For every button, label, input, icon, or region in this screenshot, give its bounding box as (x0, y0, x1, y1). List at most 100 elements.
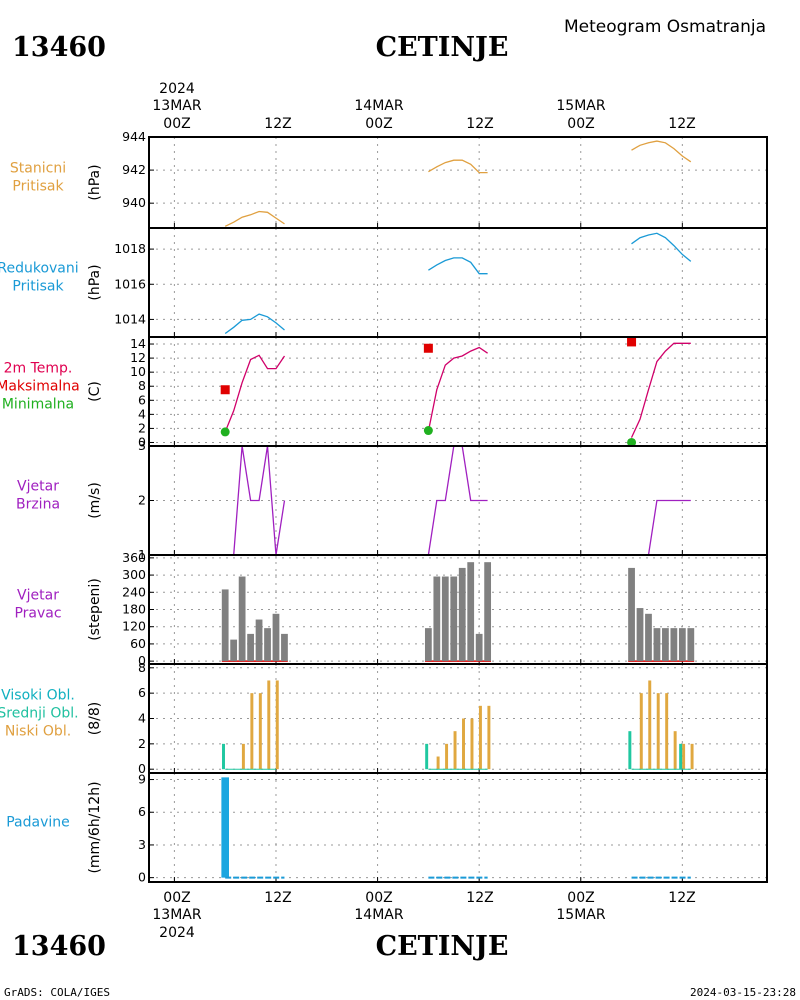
year-bottom: 2024 (159, 925, 195, 941)
y-tick-label: 8 (138, 660, 146, 675)
day-label-bottom-1: 14MAR (354, 907, 403, 923)
station-id-bottom: 13460 (12, 931, 106, 962)
bar (275, 680, 279, 770)
bar (639, 693, 643, 770)
panel-precipitation: 0 3 6 9 (mm/6h/12h) Padavine (6, 772, 768, 885)
series-line (428, 257, 488, 275)
y-tick-label: 120 (122, 619, 146, 634)
y-tick-label: 300 (122, 567, 146, 582)
y-tick-label: 10 (130, 364, 146, 379)
hour-label-bottom-0: 00Z (163, 890, 190, 906)
bar (424, 628, 432, 662)
bar (453, 731, 457, 770)
min-temp-marker (627, 437, 637, 447)
bar (450, 576, 458, 662)
bar (636, 608, 644, 662)
y-tick-label: 0 (138, 434, 146, 449)
bar (682, 743, 686, 770)
panel-label: Pritisak (12, 279, 64, 295)
y-tick-label: 4 (138, 711, 146, 726)
panel-label: Niski Obl. (5, 724, 71, 740)
bar (221, 777, 230, 878)
day-label-top-0: 13MAR (152, 98, 201, 114)
panel-label: Brzina (16, 497, 60, 513)
bar (467, 562, 475, 662)
unit-label: (hPa) (87, 264, 103, 300)
series-line (427, 346, 488, 432)
footer-source: GrADS: COLA/IGES (4, 986, 110, 999)
bar (478, 705, 482, 770)
day-label-top-2: 15MAR (556, 98, 605, 114)
y-tick-label: 6 (138, 804, 146, 819)
bar (241, 743, 245, 770)
y-tick-label: 9 (138, 772, 146, 787)
y-tick-label: 3 (138, 438, 146, 453)
bar (679, 743, 683, 770)
day-label-bottom-2: 15MAR (556, 907, 605, 923)
unit-label: (hPa) (87, 164, 103, 200)
y-tick-label: 1018 (114, 241, 146, 256)
y-tick-label: 942 (122, 162, 146, 177)
y-tick-label: 6 (138, 392, 146, 407)
series-line (225, 445, 286, 556)
hour-label-bottom-3: 12Z (466, 890, 493, 906)
bar (665, 693, 669, 770)
bar (230, 639, 238, 662)
panel-frame (148, 336, 768, 447)
bar (222, 743, 225, 770)
hour-label-bottom-2: 00Z (365, 890, 392, 906)
y-tick-label: 944 (122, 129, 146, 144)
bar (628, 567, 635, 662)
panel-wind_speed: 1 2 3 (m/s) Vjetar Brzina (16, 438, 768, 562)
y-tick-label: 0 (138, 761, 146, 776)
bar (656, 693, 660, 770)
series-line (631, 140, 692, 163)
bar (281, 633, 288, 662)
station-id-top: 13460 (12, 32, 106, 63)
panel-label: Pravac (14, 606, 61, 622)
unit-label: (stepeni) (87, 578, 103, 641)
station-name-top: CETINJE (376, 32, 509, 63)
day-label-bottom-0: 13MAR (152, 907, 201, 923)
bar (436, 756, 440, 770)
bar (238, 576, 246, 662)
y-tick-label: 1014 (114, 311, 146, 326)
panel-label: 2m Temp. (4, 361, 73, 377)
bar (470, 718, 474, 770)
unit-label: (C) (87, 381, 103, 402)
panel-wind_direction: 0 60 120 180 240 300 360 (stepeni) Vjetar Pravac (14, 550, 768, 668)
unit-label: (mm/6h/12h) (87, 781, 103, 873)
bar (445, 743, 449, 770)
panel-label: Minimalna (2, 397, 74, 413)
bar (247, 633, 254, 662)
y-tick-label: 240 (122, 584, 146, 599)
series-line (224, 210, 285, 227)
max-temp-marker (423, 343, 433, 353)
y-tick-label: 2 (138, 736, 146, 751)
bar (690, 743, 694, 770)
hour-label-top-3: 12Z (466, 116, 493, 132)
unit-label: (m/s) (87, 482, 103, 519)
bar (645, 613, 652, 662)
max-temp-marker (220, 385, 230, 395)
panel-label: Pritisak (12, 179, 64, 195)
y-tick-label: 2 (138, 420, 146, 435)
bar (653, 628, 661, 662)
bar (221, 589, 229, 662)
panel-label: Vjetar (17, 588, 59, 604)
panel-frame (148, 772, 768, 883)
panel-label: Visoki Obl. (1, 688, 75, 704)
bar (258, 693, 262, 770)
bar (458, 567, 466, 662)
panel-label: Srednji Obl. (0, 706, 79, 722)
y-tick-label: 12 (130, 350, 146, 365)
series-line (631, 232, 692, 262)
bar (678, 628, 686, 662)
series-line (428, 159, 488, 174)
panel-label: Redukovani (0, 261, 79, 277)
bar (648, 680, 652, 770)
bar (662, 628, 669, 662)
y-tick-label: 0 (138, 870, 146, 885)
bar (433, 576, 441, 662)
